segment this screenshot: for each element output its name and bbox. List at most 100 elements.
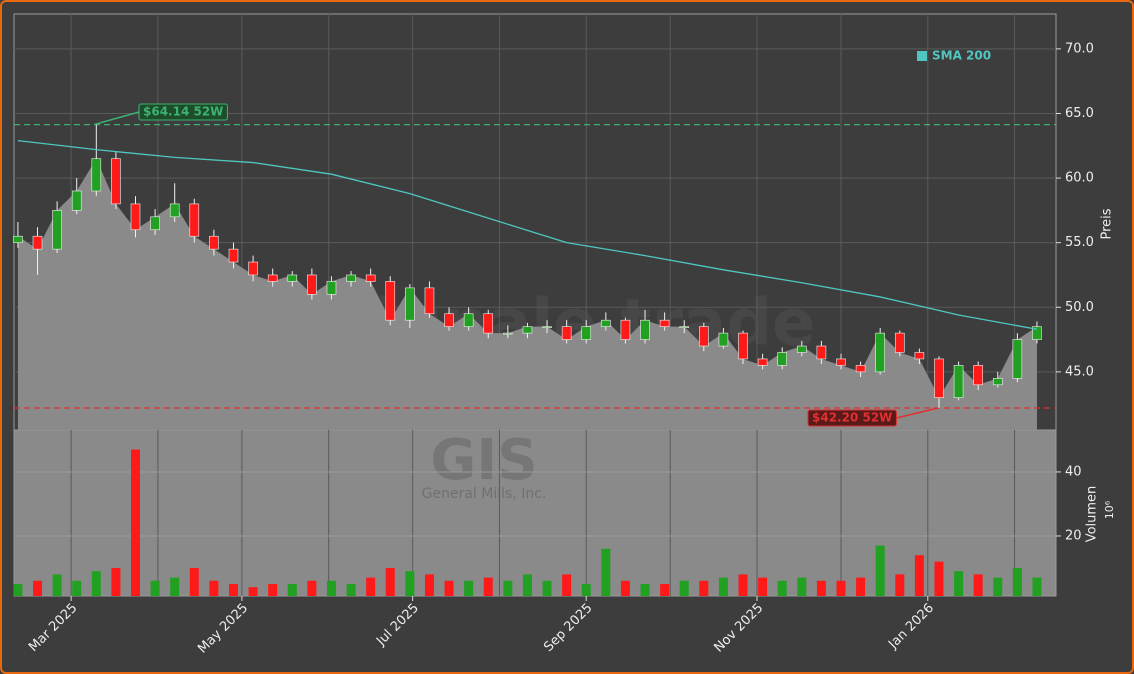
legend-swatch <box>917 51 927 61</box>
candle-body <box>953 365 964 399</box>
volume-unit: 10⁶ <box>1103 500 1116 519</box>
volume-bar <box>268 583 278 596</box>
volume-bar <box>660 583 670 596</box>
candle-body <box>91 158 102 192</box>
candle-body <box>934 358 944 399</box>
annotation-arrow <box>896 407 939 419</box>
y-tick-label: 70.0 <box>1065 41 1094 56</box>
candle-body <box>581 326 592 340</box>
volume-bar <box>679 580 689 596</box>
sma-line <box>17 139 1038 330</box>
candle-body <box>444 313 454 327</box>
candle-body <box>326 281 337 295</box>
candle-body <box>228 248 239 263</box>
annotation-label: $42.20 52W <box>812 411 892 425</box>
annotation-arrow <box>93 111 140 126</box>
y-tick-label: 50.0 <box>1065 300 1094 315</box>
candle-body <box>777 352 788 366</box>
candle-body <box>640 319 650 340</box>
volume-bar <box>170 577 180 596</box>
volume-bar <box>718 577 728 596</box>
x-tick-label: Jan 2026 <box>885 601 937 653</box>
volume-bar <box>797 577 807 596</box>
candle-body <box>738 332 748 360</box>
volume-bar <box>954 571 964 596</box>
candle-body <box>503 332 513 335</box>
candle-body <box>267 274 278 282</box>
volume-bar <box>326 580 336 596</box>
volume-bar <box>150 580 160 596</box>
candle-body <box>111 158 121 205</box>
volume-bar <box>464 580 474 596</box>
candle-body <box>757 358 768 366</box>
x-tick-label: Nov 2025 <box>711 601 766 656</box>
candle-body <box>483 313 494 334</box>
volume-bar <box>601 548 611 596</box>
candle-body <box>307 274 317 295</box>
volume-bar <box>640 583 650 596</box>
candle-body <box>385 281 396 321</box>
annotation: $64.14 52W <box>93 103 228 126</box>
candle-body <box>620 319 631 340</box>
candle-body <box>13 235 23 243</box>
volume-bar <box>131 449 141 596</box>
candle-body <box>71 190 82 211</box>
volume-bar <box>385 567 395 596</box>
volume-bar <box>875 545 885 596</box>
volume-bar <box>13 583 23 596</box>
annotation: $42.20 52W <box>807 407 939 427</box>
candle-body <box>718 332 729 347</box>
volume-bar <box>483 577 493 596</box>
candle-body <box>992 378 1003 386</box>
volume-bar <box>522 574 532 596</box>
watermark-company: General Mills, Inc. <box>422 486 547 502</box>
candle-body <box>659 319 670 327</box>
volume-bar <box>895 574 905 596</box>
volume-bar <box>542 580 552 596</box>
y-tick-label: 45.0 <box>1065 364 1094 379</box>
volume-bar <box>91 571 101 596</box>
candle-body <box>150 216 160 231</box>
candle-body <box>424 287 435 315</box>
x-tick-label: Sep 2025 <box>541 601 595 655</box>
candle-body <box>365 274 376 282</box>
volume-bar <box>856 577 866 596</box>
volume-bar <box>620 580 630 596</box>
volume-bar <box>1012 567 1022 596</box>
candle-body <box>796 345 807 353</box>
x-tick-label: Mar 2025 <box>26 601 80 655</box>
y-tick-label: 65.0 <box>1065 106 1094 121</box>
volume-bar <box>111 567 121 596</box>
y-tick-label: 20 <box>1065 528 1082 543</box>
volume-bar <box>973 574 983 596</box>
volume-bar <box>307 580 317 596</box>
volume-bar <box>33 580 43 596</box>
candle-body <box>130 203 141 231</box>
volume-bar <box>699 580 709 596</box>
candle-body <box>816 345 827 360</box>
candle-body <box>699 326 709 347</box>
candle-body <box>875 332 885 373</box>
volume-bar <box>424 574 434 596</box>
candle-body <box>169 203 180 218</box>
candle-body <box>601 319 611 327</box>
volume-bar <box>738 574 748 596</box>
volume-bar <box>444 580 454 596</box>
volume-bar <box>1032 577 1042 596</box>
volume-bar <box>562 574 572 596</box>
volume-bar <box>405 571 415 596</box>
candle-body <box>542 326 552 328</box>
candle-body <box>1032 326 1042 340</box>
y-tick-label: 55.0 <box>1065 235 1094 250</box>
volume-bar <box>993 577 1003 596</box>
volume-bar <box>72 580 82 596</box>
candle-body <box>52 210 62 250</box>
volume-bar <box>228 583 238 596</box>
volume-bar <box>189 567 199 596</box>
y-tick-label: 60.0 <box>1065 171 1094 186</box>
volume-bar <box>366 577 376 596</box>
candle-body <box>463 313 474 327</box>
candle-body <box>1012 339 1023 379</box>
candle-body <box>189 203 200 237</box>
